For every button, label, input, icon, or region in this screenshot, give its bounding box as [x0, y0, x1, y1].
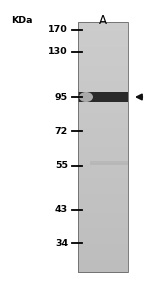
Bar	[78, 247, 128, 250]
Bar	[78, 175, 128, 179]
Bar	[78, 88, 128, 91]
Bar	[78, 53, 128, 57]
Text: A: A	[99, 14, 107, 27]
Bar	[78, 47, 128, 51]
Bar	[78, 60, 128, 63]
Bar	[78, 37, 128, 41]
Bar	[78, 241, 128, 244]
Bar	[78, 85, 128, 88]
Bar	[78, 188, 128, 191]
Text: 43: 43	[55, 206, 68, 214]
Bar	[78, 210, 128, 213]
Bar	[78, 147, 128, 151]
Bar	[78, 78, 128, 82]
Bar	[78, 135, 128, 138]
Bar	[78, 92, 128, 102]
Bar	[78, 231, 128, 235]
Bar	[78, 41, 128, 44]
Bar	[78, 244, 128, 247]
Bar	[78, 156, 128, 160]
Bar	[78, 113, 128, 116]
Bar	[78, 163, 128, 166]
Bar	[78, 172, 128, 176]
Bar	[78, 197, 128, 201]
Bar	[78, 31, 128, 35]
Bar	[78, 166, 128, 169]
Bar	[78, 119, 128, 122]
Bar	[78, 22, 128, 26]
Bar	[78, 194, 128, 197]
Bar	[78, 222, 128, 225]
Bar	[78, 260, 128, 263]
Bar	[78, 150, 128, 154]
Bar	[78, 122, 128, 126]
Bar	[78, 57, 128, 60]
Text: KDa: KDa	[11, 16, 33, 25]
Bar	[78, 216, 128, 219]
Text: 95: 95	[55, 93, 68, 101]
Bar	[78, 97, 128, 101]
Bar	[78, 235, 128, 238]
Bar	[78, 75, 128, 79]
Bar	[78, 169, 128, 172]
Bar	[78, 69, 128, 72]
Bar	[78, 144, 128, 147]
Bar	[78, 153, 128, 157]
Bar	[78, 219, 128, 222]
Bar	[78, 269, 128, 273]
Bar	[78, 34, 128, 38]
Bar	[78, 22, 128, 272]
Bar	[78, 203, 128, 207]
Bar	[78, 94, 128, 97]
Bar	[78, 191, 128, 194]
Bar	[78, 213, 128, 216]
Bar	[78, 125, 128, 129]
Bar	[78, 206, 128, 210]
Bar	[78, 178, 128, 182]
Bar	[78, 82, 128, 85]
Text: 170: 170	[48, 26, 68, 34]
Bar	[78, 141, 128, 144]
Bar	[78, 131, 128, 135]
Bar	[78, 250, 128, 254]
Bar	[78, 263, 128, 266]
Bar	[78, 256, 128, 260]
Bar	[78, 200, 128, 204]
Bar	[78, 138, 128, 141]
Bar	[78, 266, 128, 270]
Bar	[78, 72, 128, 76]
Bar	[78, 253, 128, 257]
Bar	[90, 161, 128, 165]
Bar	[78, 128, 128, 132]
Bar	[78, 25, 128, 29]
Text: 34: 34	[55, 239, 68, 247]
Text: 55: 55	[55, 162, 68, 170]
Bar	[78, 91, 128, 94]
Bar	[78, 100, 128, 104]
Bar	[78, 116, 128, 119]
Text: 130: 130	[48, 47, 68, 57]
Text: 72: 72	[55, 126, 68, 135]
Bar	[78, 103, 128, 107]
Bar	[78, 63, 128, 66]
Bar	[78, 28, 128, 32]
Bar	[78, 110, 128, 113]
Bar	[78, 238, 128, 241]
Bar	[78, 50, 128, 54]
Bar	[78, 225, 128, 229]
Bar	[78, 181, 128, 185]
Bar	[78, 44, 128, 47]
Bar	[78, 228, 128, 232]
Ellipse shape	[79, 92, 93, 102]
Bar	[78, 185, 128, 188]
Bar	[78, 66, 128, 69]
Bar	[78, 106, 128, 110]
Bar	[78, 160, 128, 163]
